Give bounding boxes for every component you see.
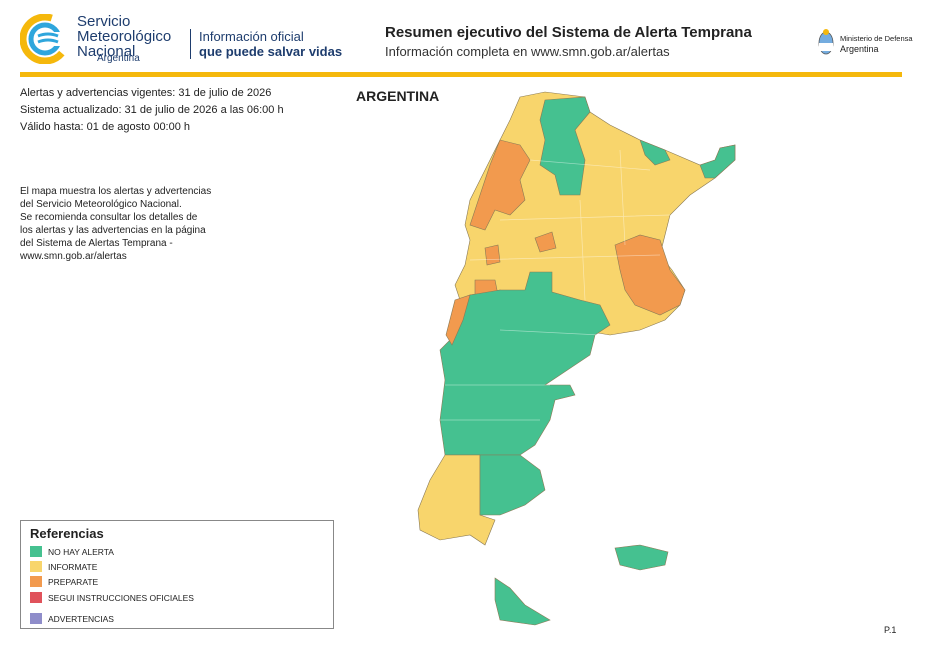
tagline-line: que puede salvar vidas (199, 44, 343, 59)
region (469, 139, 531, 231)
legend-item: SEGUI INSTRUCCIONES OFICIALES (30, 592, 194, 603)
region (614, 544, 669, 571)
region (639, 139, 671, 166)
doc-title: Resumen ejecutivo del Sistema de Alerta … (385, 24, 752, 41)
desc-line: del Sistema de Alertas Temprana - (20, 238, 173, 249)
legend-label: PREPARATE (48, 576, 99, 587)
org-line: Meteorológico (77, 28, 172, 45)
legend-label: INFORMATE (48, 561, 98, 572)
desc-line: El mapa muestra los alertas y advertenci… (20, 186, 212, 197)
tagline: Información oficial que puede salvar vid… (190, 29, 342, 59)
info: Alertas y advertencias vigentes: 31 de j… (20, 85, 284, 136)
legend-title: Referencias (30, 526, 104, 541)
ministry: Ministerio de Defensa Argentina (840, 34, 913, 54)
desc-line: los alertas y las advertencias en la pág… (20, 225, 206, 236)
region (534, 231, 557, 253)
desc-line: del Servicio Meteorológico Nacional. (20, 199, 182, 210)
info-line: Sistema actualizado: 31 de julio de 2026… (20, 104, 284, 116)
header-rule (20, 72, 902, 77)
region (479, 454, 546, 516)
legend-label: ADVERTENCIAS (48, 613, 114, 624)
org-line: Nacional (77, 43, 136, 60)
legend: Referencias NO HAY ALERTA INFORMATE PREP… (20, 520, 334, 629)
page-number: P.1 (884, 625, 897, 635)
legend-item: ADVERTENCIAS (30, 613, 114, 624)
legend-label: NO HAY ALERTA (48, 546, 114, 557)
region (484, 244, 501, 266)
legend-swatch (30, 561, 42, 572)
legend-item: NO HAY ALERTA (30, 546, 114, 557)
legend-swatch (30, 576, 42, 587)
org-country: Argentina (97, 53, 140, 64)
logo (20, 14, 72, 64)
region (494, 577, 551, 626)
ministry-line: Argentina (840, 44, 879, 54)
legend-swatch (30, 613, 42, 624)
legend-swatch (30, 546, 42, 557)
desc-line: Se recomienda consultar los detalles de (20, 212, 198, 223)
org-name: Servicio Meteorológico Nacional (77, 14, 171, 59)
desc-line: www.smn.gob.ar/alertas (20, 251, 127, 262)
legend-item: INFORMATE (30, 561, 97, 572)
region (614, 234, 686, 316)
borders (440, 149, 671, 421)
region (439, 271, 611, 456)
legend-item: PREPARATE (30, 576, 98, 587)
ministry-emblem (818, 29, 834, 55)
region (445, 294, 471, 346)
doc-subtitle: Información completa en www.smn.gob.ar/a… (385, 44, 670, 59)
legend-label: SEGUI INSTRUCCIONES OFICIALES (48, 592, 194, 603)
org-line: Servicio (77, 13, 131, 30)
ministry-line: Ministerio de Defensa (840, 34, 913, 43)
region (539, 96, 591, 196)
legend-swatch (30, 592, 42, 603)
map-title: ARGENTINA (356, 88, 440, 104)
info-line: Alertas y advertencias vigentes: 31 de j… (20, 87, 272, 99)
tagline-line: Información oficial (199, 29, 304, 44)
info-line: Válido hasta: 01 de agosto 00:00 h (20, 121, 191, 133)
region (699, 144, 736, 179)
description: El mapa muestra los alertas y advertenci… (20, 185, 211, 263)
